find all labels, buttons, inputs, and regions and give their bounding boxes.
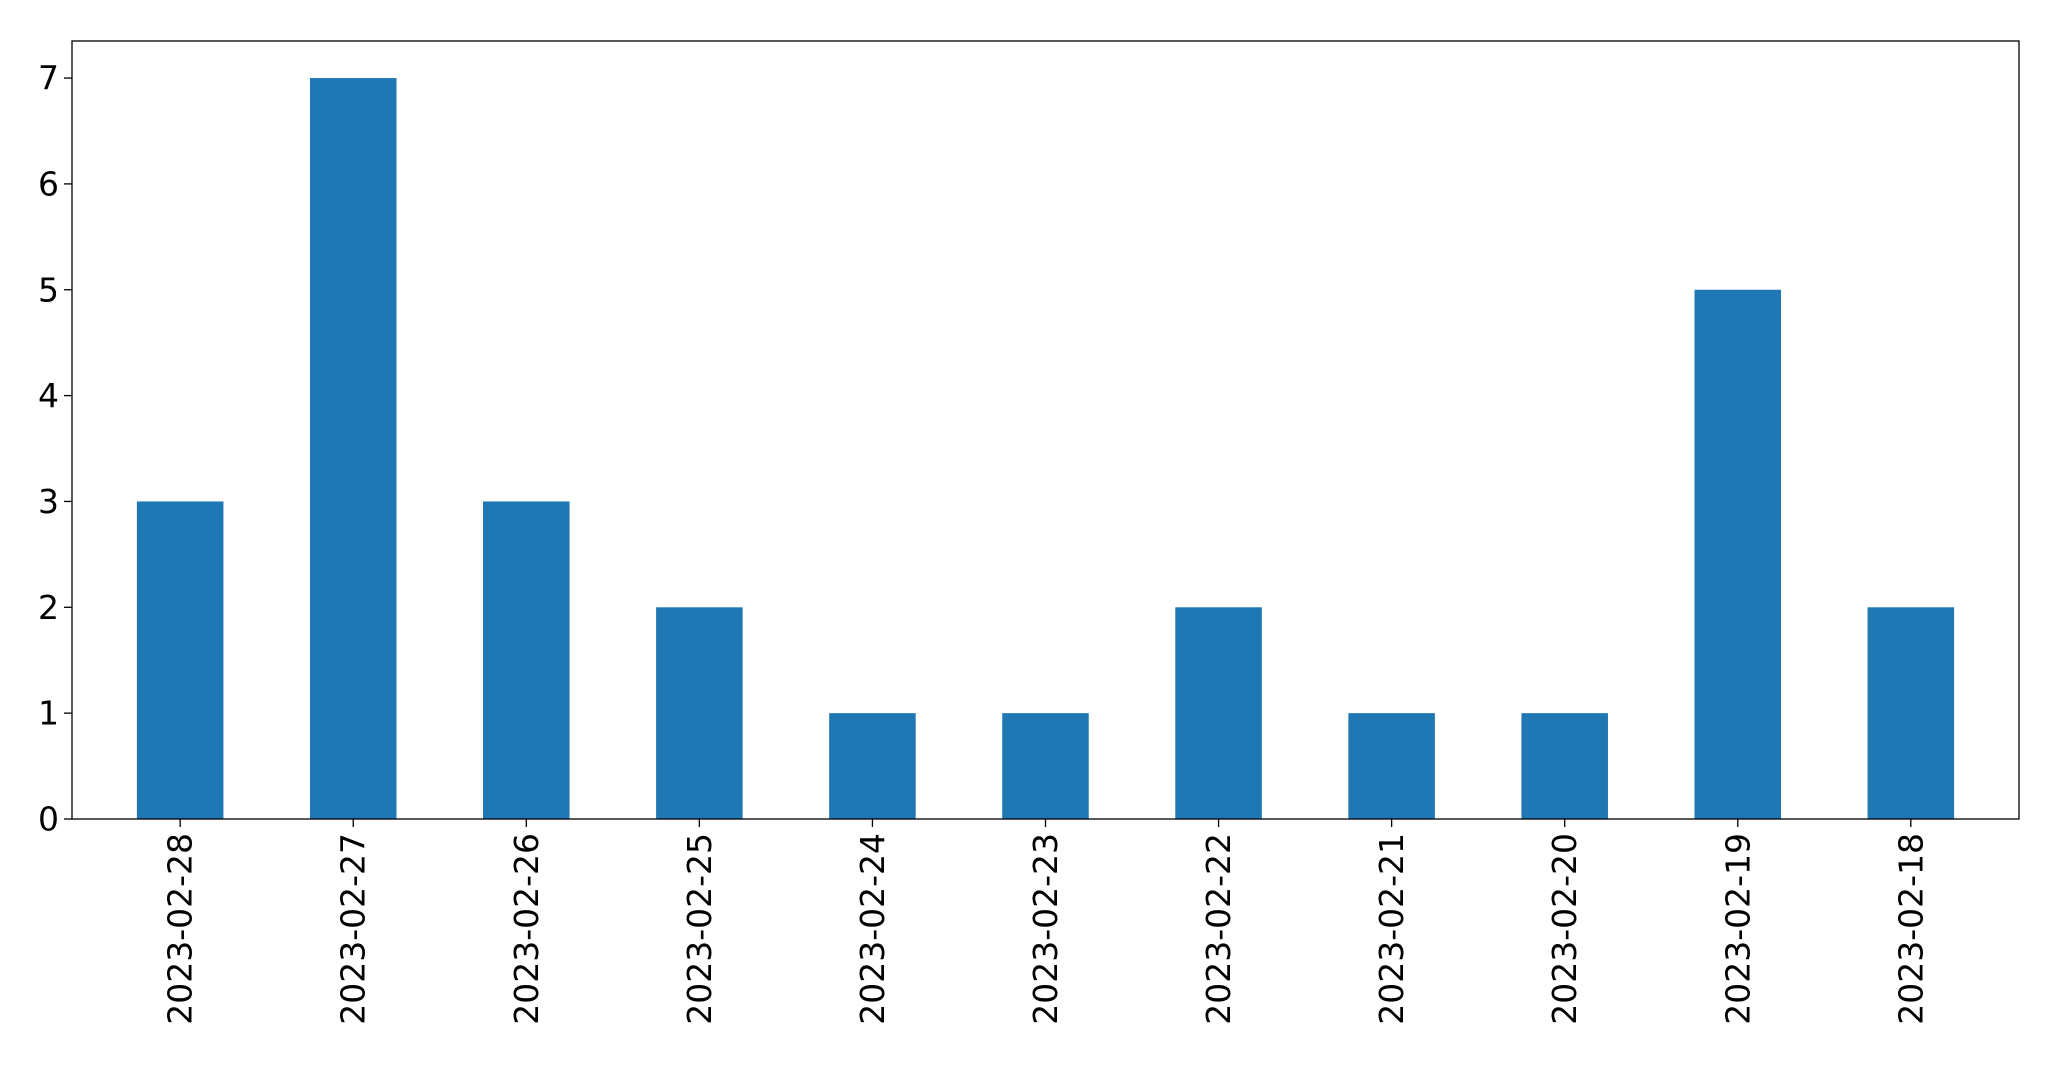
x-tick-label: 2023-02-24 xyxy=(853,833,892,1025)
bar-2023-02-25 xyxy=(656,607,743,819)
x-tick-label: 2023-02-18 xyxy=(1891,833,1930,1025)
bar-2023-02-23 xyxy=(1002,713,1089,819)
x-axis: 2023-02-28 2023-02-27 2023-02-26 2023-02-25… xyxy=(161,819,1930,1025)
bar-2023-02-28 xyxy=(136,501,224,819)
x-tick-label: 2023-02-25 xyxy=(680,833,719,1025)
y-tick-label: 3 xyxy=(38,482,59,521)
y-tick-label: 2 xyxy=(38,588,59,627)
bar-2023-02-21 xyxy=(1348,713,1435,819)
bar-2023-02-19 xyxy=(1694,289,1782,819)
bars-group xyxy=(136,78,1955,820)
y-axis: 0 1 2 3 4 5 6 7 xyxy=(38,59,72,839)
y-tick-label: 0 xyxy=(38,800,59,839)
x-tick-label: 2023-02-20 xyxy=(1545,833,1584,1025)
x-tick-label: 2023-02-19 xyxy=(1718,833,1757,1025)
x-tick-label: 2023-02-22 xyxy=(1199,833,1238,1025)
x-tick-label: 2023-02-28 xyxy=(161,833,200,1025)
bar-2023-02-26 xyxy=(483,501,570,819)
bar-2023-02-24 xyxy=(829,713,916,819)
y-tick-label: 7 xyxy=(38,59,59,98)
x-tick-label: 2023-02-26 xyxy=(507,833,546,1025)
x-tick-label: 2023-02-21 xyxy=(1372,833,1411,1025)
x-tick-label: 2023-02-27 xyxy=(334,833,373,1025)
bar-2023-02-20 xyxy=(1521,713,1608,819)
plot-frame xyxy=(71,40,2020,820)
bar-2023-02-18 xyxy=(1867,607,1955,819)
bar-2023-02-27 xyxy=(309,78,397,820)
bar-2023-02-22 xyxy=(1175,607,1262,819)
y-tick-label: 1 xyxy=(38,694,59,733)
y-tick-label: 5 xyxy=(38,270,59,309)
y-tick-label: 4 xyxy=(38,376,59,415)
y-tick-label: 6 xyxy=(38,164,59,203)
x-tick-label: 2023-02-23 xyxy=(1026,833,1065,1025)
